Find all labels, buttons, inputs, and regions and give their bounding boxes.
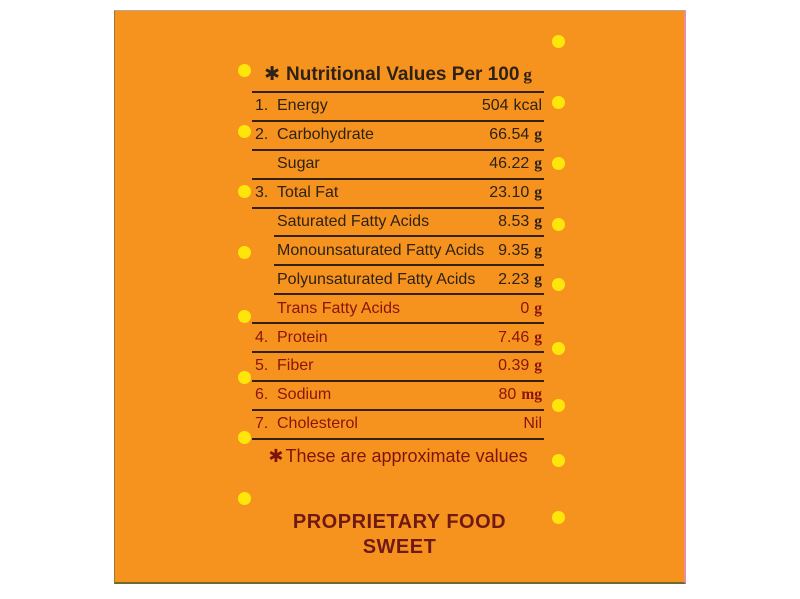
nutrition-table-row: Saturated Fatty Acids 8.53 g [252, 209, 544, 238]
row-number: 3. [255, 184, 269, 202]
glitter-dot [237, 370, 251, 384]
row-value: 0.39 [498, 357, 530, 375]
row-value: 7.46 [498, 328, 530, 346]
row-unit: g [534, 299, 542, 317]
row-label: Polyunsaturated Fatty Acids [277, 270, 476, 288]
glitter-dot [551, 156, 565, 170]
row-label: Cholesterol [277, 415, 358, 433]
nutrition-table-row: Polyunsaturated Fatty Acids 2.23 g [252, 266, 544, 296]
nutrition-table-row: Trans Fatty Acids 0 g [252, 295, 544, 325]
row-value: 504 [481, 97, 509, 115]
row-label: Sugar [277, 155, 320, 173]
row-value: 66.54 [489, 126, 530, 144]
row-label: Energy [277, 97, 328, 115]
glitter-dot [237, 491, 251, 505]
glitter-dot [551, 217, 565, 231]
row-value: 80 [498, 386, 517, 404]
row-label: Sodium [277, 386, 332, 404]
nutrition-table-row: 6. Sodium 80 mg [252, 382, 544, 411]
nutrition-table-row: 2. Carbohydrate 66.54 g [252, 122, 544, 151]
glitter-dot [551, 341, 565, 355]
row-number: 1. [255, 97, 269, 115]
nutrition-table-row: Monounsaturated Fatty Acids 9.35 g [252, 237, 544, 267]
row-label: Monounsaturated Fatty Acids [277, 241, 485, 259]
row-value: 23.10 [489, 184, 530, 202]
row-label: Trans Fatty Acids [277, 299, 400, 317]
asterisk-icon: ✱ [264, 64, 281, 85]
row-label: Carbohydrate [277, 126, 374, 144]
row-label: Protein [277, 328, 328, 346]
label-title: ✱ Nutritional Values Per 100 g [252, 59, 544, 91]
nutrition-table-row: 7. Cholesterol Nil [252, 411, 544, 440]
glitter-dot [237, 124, 251, 138]
row-value: 46.22 [489, 155, 530, 173]
row-value: 9.35 [498, 241, 530, 259]
row-value: 2.23 [498, 270, 530, 288]
row-unit: mg [521, 386, 542, 404]
glitter-dot [237, 309, 251, 323]
label-card: ✱ Nutritional Values Per 100 g 1. Energy 5… [114, 10, 686, 584]
row-unit: g [534, 270, 542, 288]
row-value: 8.53 [498, 213, 530, 230]
row-unit: g [534, 328, 542, 346]
row-number: 5. [255, 357, 269, 375]
product-type-line1: PROPRIETARY FOOD [292, 511, 507, 533]
nutrition-table-row: 4. Protein 7.46 g [252, 324, 544, 353]
glitter-dot [237, 245, 251, 259]
row-label: Total Fat [277, 184, 339, 202]
glitter-dot [237, 63, 251, 77]
glitter-dot [237, 430, 251, 444]
nutrition-table-row: 5. Fiber 0.39 g [252, 353, 544, 382]
nutrition-table-row: 3. Total Fat 23.10 g [252, 180, 544, 209]
row-value: 0 [520, 299, 530, 317]
glitter-dot [551, 453, 565, 467]
row-unit: g [534, 155, 542, 173]
asterisk-icon: ✱ [268, 446, 284, 466]
row-unit: g [534, 357, 542, 375]
title-unit: g [523, 65, 532, 84]
glitter-dot [551, 95, 565, 109]
glitter-dot [551, 398, 565, 412]
row-unit: g [534, 241, 542, 259]
row-number: 4. [255, 328, 269, 346]
row-unit: kcal [513, 97, 542, 115]
title-text: Nutritional Values Per 100 [286, 64, 520, 85]
row-unit: g [534, 126, 542, 144]
row-unit: g [534, 184, 542, 202]
glitter-dot [237, 184, 251, 198]
approximate-values-note: ✱ These are approximate values [245, 443, 551, 469]
row-number: 2. [255, 126, 269, 144]
row-label: Saturated Fatty Acids [277, 213, 430, 230]
nutrition-table: 1. Energy 504 kcal 2. Carbohydrate 66.54… [252, 91, 544, 440]
row-value: Nil [523, 415, 542, 433]
row-label: Fiber [277, 357, 314, 375]
glitter-dot [551, 277, 565, 291]
nutrition-table-row: Sugar 46.22 g [252, 151, 544, 180]
footnote-text: These are approximate values [285, 446, 528, 466]
row-unit: g [534, 213, 542, 230]
nutrition-table-row: 1. Energy 504 kcal [252, 93, 544, 122]
glitter-dot [551, 34, 565, 48]
product-type-line2: SWEET [362, 536, 437, 558]
product-type-text: PROPRIETARY FOOD SWEET [115, 510, 684, 560]
row-number: 6. [255, 386, 269, 404]
row-number: 7. [255, 415, 269, 433]
glitter-dot [551, 510, 565, 524]
